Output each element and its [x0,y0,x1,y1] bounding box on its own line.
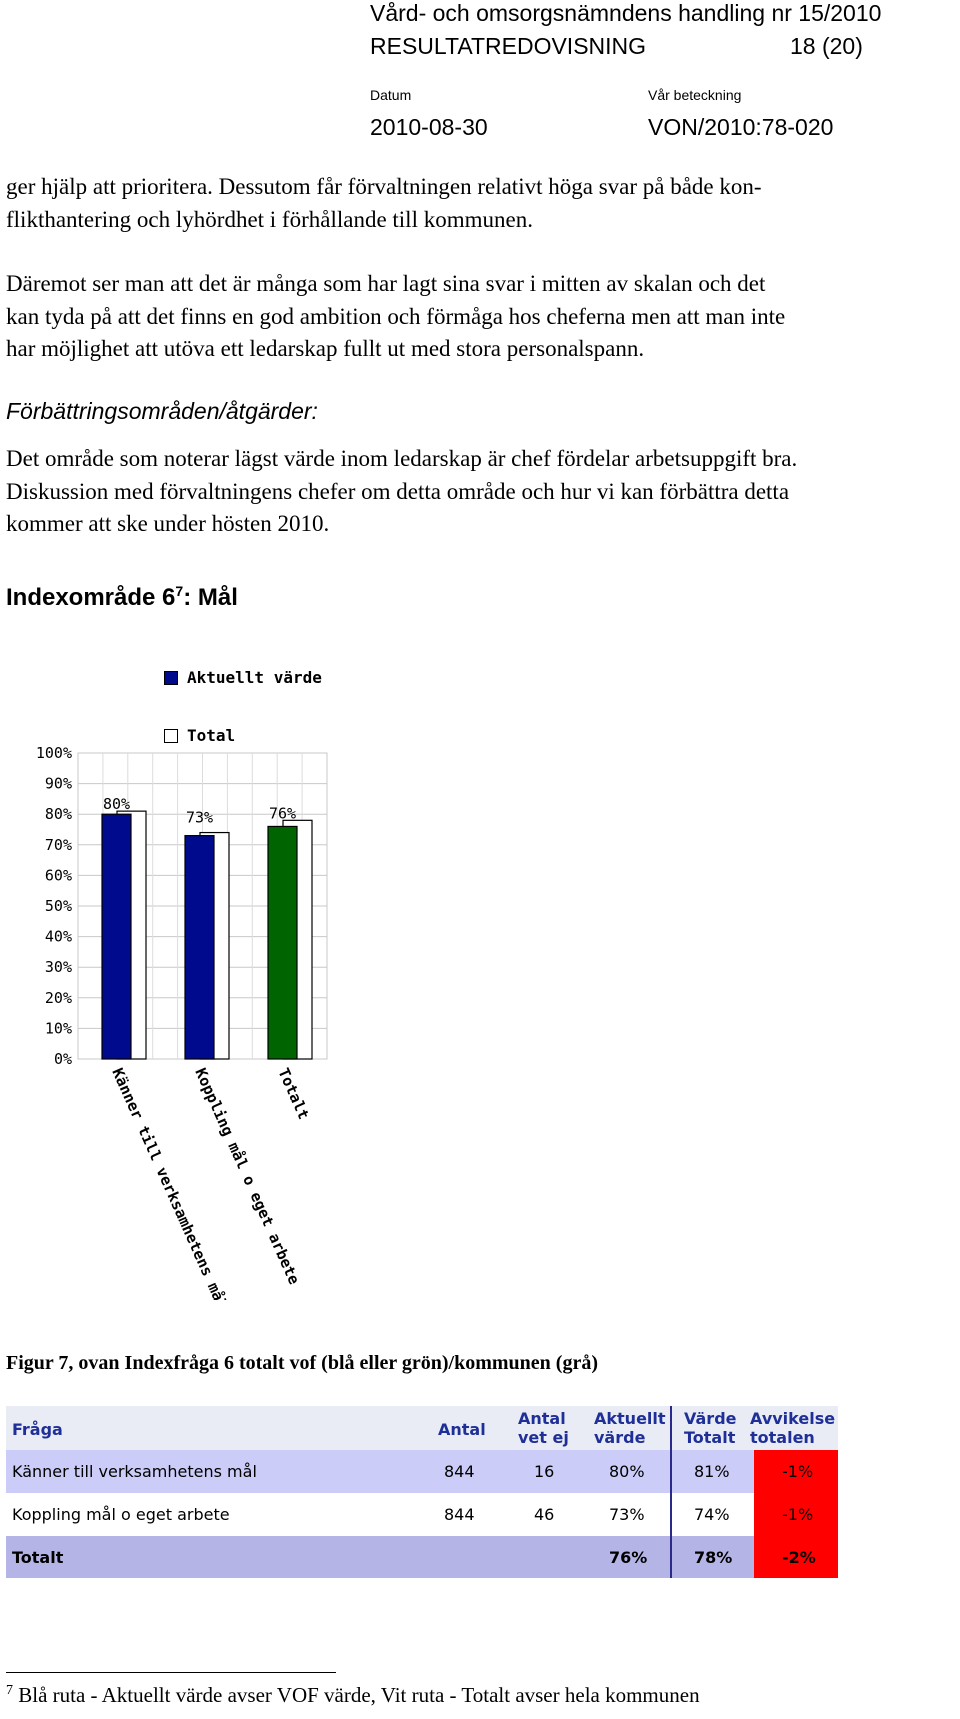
cell-deviation: -1% [782,1462,814,1481]
column-header-deviation: Avvikelse totalen [750,1409,835,1447]
cell-total-value: 78% [694,1548,733,1567]
data-label: 76% [269,804,296,822]
header-line: värde [594,1428,646,1447]
document-date: 2010-08-30 [370,114,488,140]
footnote: 7 Blå ruta - Aktuellt värde avser VOF vä… [6,1683,700,1708]
document-reference: VON/2010:78-020 [648,114,834,140]
bar-chart: 0%10%20%30%40%50%60%70%80%90%100%80%Känn… [36,744,328,1300]
bar-current [184,835,215,1060]
y-tick-label: 10% [45,1019,72,1037]
legend-label-total: Total [187,726,236,745]
cell-deviation: -1% [782,1505,814,1524]
column-header-count: Antal [438,1420,486,1439]
table-total-row: Totalt 76% 78% -2% [6,1536,838,1578]
results-table: Fråga Antal Antal vet ej Aktuellt värde … [6,1406,838,1578]
header-line: vet ej [518,1428,569,1447]
cell-total-value: 81% [694,1462,730,1481]
header-line: totalen [750,1428,815,1447]
date-label: Datum [370,87,412,103]
paragraph-line: flikthantering och lyhördhet i förhållan… [6,206,533,232]
column-header-dont-know: Antal vet ej [518,1409,569,1447]
y-tick-label: 0% [54,1050,72,1068]
header-line: Totalt [684,1428,736,1447]
cell-question: Känner till verksamhetens mål [12,1462,257,1481]
section-title-text: Indexområde 6 [6,584,176,611]
header-line: Avvikelse [750,1409,836,1428]
header-line: Antal [518,1409,566,1428]
footnote-text: Blå ruta - Aktuellt värde avser VOF värd… [18,1683,700,1707]
reference-label: Vår beteckning [648,87,742,103]
y-tick-label: 50% [45,897,72,915]
document-title: Vård- och omsorgsnämndens handling nr 15… [370,0,882,26]
deviation-cell: -2% [754,1536,838,1578]
y-tick-label: 30% [45,958,72,976]
column-header-current: Aktuellt värde [594,1409,666,1447]
paragraph-line: Däremot ser man att det är många som har… [6,271,766,296]
cell-current: 76% [609,1548,648,1567]
paragraph-line: Det område som noterar lägst värde inom … [6,446,798,471]
cell-count: 844 [444,1505,475,1524]
bar-current [101,813,132,1060]
deviation-cell: -1% [754,1493,838,1536]
cell-question: Totalt [12,1548,64,1567]
cell-question: Koppling mål o eget arbete [12,1505,230,1524]
bar-current [267,825,298,1060]
cell-deviation: -2% [782,1548,816,1567]
y-tick-label: 60% [45,866,72,884]
paragraph-1: ger hjälp att prioritera. Dessutom får f… [6,171,762,236]
legend-swatch-current [164,671,178,685]
legend-label-current: Aktuellt värde [187,668,322,687]
paragraph-3: Det område som noterar lägst värde inom … [6,443,797,541]
report-type: RESULTATREDOVISNING [370,33,647,59]
paragraph-line: kommer att ske under hösten 2010. [6,511,330,536]
column-header-question: Fråga [12,1420,63,1439]
header-line: Aktuellt [594,1409,666,1428]
cell-dont-know: 16 [534,1462,555,1481]
paragraph-line: kan tyda på att det finns en god ambitio… [6,303,786,329]
footnote-rule [6,1672,336,1673]
paragraph-line: har möjlighet att utöva ett ledarskap fu… [6,336,645,361]
y-tick-label: 20% [45,989,72,1007]
header-line: Värde [684,1409,737,1428]
y-tick-label: 70% [45,836,72,854]
table-row: Känner till verksamhetens mål 844 16 80%… [6,1450,838,1493]
footnote-number: 7 [6,1683,13,1698]
cell-current: 80% [609,1462,645,1481]
section-title: Indexområde 67: Mål [6,583,238,612]
data-label: 73% [186,809,213,827]
paragraph-line: ger hjälp att prioritera. Dessutom får f… [6,174,762,199]
section-title-suffix: : Mål [183,584,238,611]
category-label: Totalt [274,1065,312,1122]
y-tick-label: 80% [45,805,72,823]
data-label: 80% [103,795,130,813]
table-row: Koppling mål o eget arbete 844 46 73% 74… [6,1493,838,1536]
footnote-reference: 7 [175,583,184,599]
paragraph-line: Diskussion med förvaltningens chefer om … [6,478,790,504]
improvements-heading: Förbättringsområden/åtgärder: [6,398,318,424]
y-tick-label: 40% [45,928,72,946]
cell-count: 844 [444,1462,475,1481]
y-tick-label: 100% [36,744,72,762]
cell-dont-know: 46 [534,1505,555,1524]
column-divider [670,1406,672,1578]
cell-current: 73% [609,1505,645,1524]
cell-total-value: 74% [694,1505,730,1524]
column-header-total-value: Värde Totalt [684,1409,737,1447]
legend-swatch-total [164,729,178,743]
y-tick-label: 90% [45,775,72,793]
table-header-row [6,1406,838,1450]
figure-caption: Figur 7, ovan Indexfråga 6 totalt vof (b… [6,1352,599,1374]
paragraph-2: Däremot ser man att det är många som har… [6,268,785,366]
page-number: 18 (20) [790,33,863,59]
deviation-cell: -1% [754,1450,838,1493]
